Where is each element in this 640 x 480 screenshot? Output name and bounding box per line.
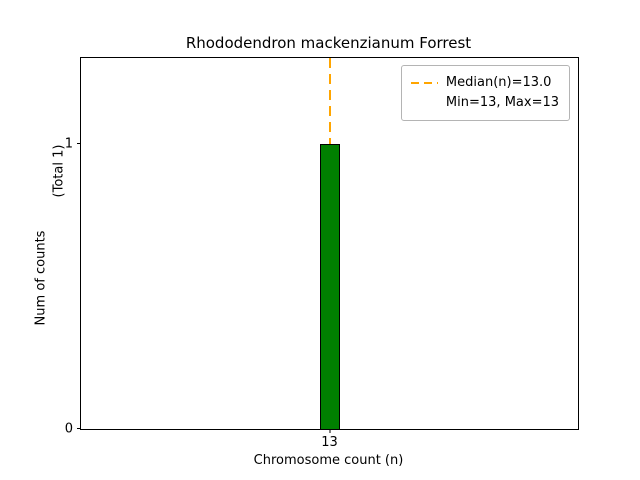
histogram-bar [319, 143, 340, 429]
legend-label-minmax: Min=13, Max=13 [445, 95, 559, 111]
y-axis-label: Num of counts [33, 230, 49, 326]
legend: Median(n)=13.0 Min=13, Max=13 [400, 65, 570, 122]
y-tick-label-1: 1 [64, 136, 73, 152]
x-axis-label: Chromosome count (n) [253, 453, 404, 468]
legend-label-median: Median(n)=13.0 [445, 75, 552, 90]
y-tick-label-0: 0 [64, 421, 73, 437]
x-tick-label-13: 13 [321, 435, 338, 450]
legend-sample-spacer [411, 102, 438, 104]
chart-title: Rhododendron mackenzianum Forrest [185, 34, 472, 52]
y-tick-mark-0 [77, 428, 81, 429]
legend-row-median: Median(n)=13.0 [410, 73, 559, 93]
median-line-sample-icon [410, 82, 438, 85]
plot-area: Median(n)=13.0 Min=13, Max=13 0 1 13 Num… [34, 57, 579, 450]
y-tick-mark-1 [77, 143, 81, 145]
y-axis-label-total: (Total 1) [51, 144, 67, 198]
x-tick-mark-13 [329, 429, 330, 433]
legend-row-minmax: Min=13, Max=13 [411, 93, 559, 113]
